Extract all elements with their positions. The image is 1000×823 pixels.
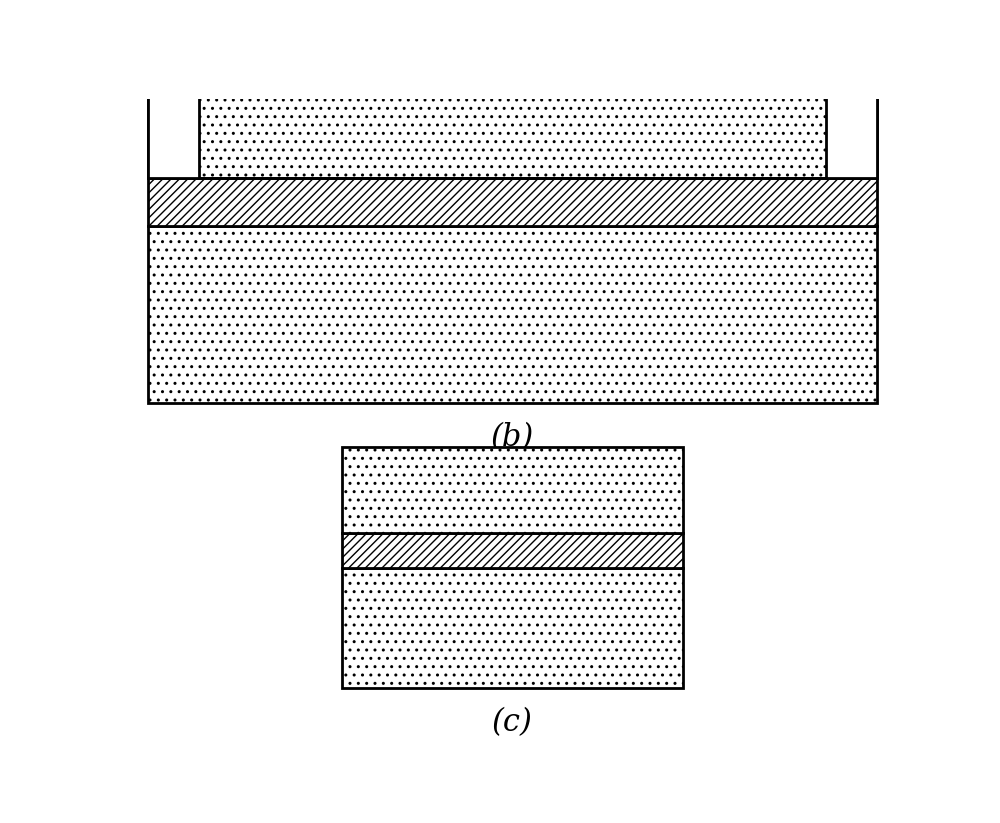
Text: (c): (c) (492, 707, 533, 738)
Bar (148, 92, 877, 178)
Bar (148, 92, 199, 178)
Bar (342, 568, 683, 688)
Bar (342, 448, 683, 532)
Bar (826, 92, 877, 178)
Bar (148, 226, 877, 403)
Text: (b): (b) (491, 422, 534, 453)
Bar (148, 92, 877, 178)
Bar (148, 178, 877, 226)
Bar (342, 532, 683, 568)
